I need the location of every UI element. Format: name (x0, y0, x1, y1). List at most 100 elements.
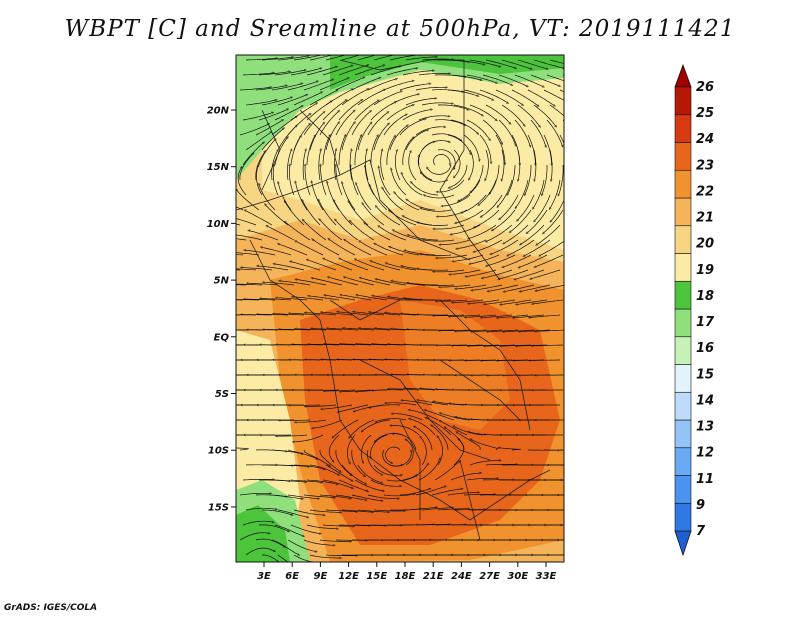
streamline (236, 269, 241, 271)
streamline (236, 284, 247, 286)
streamline (421, 172, 449, 183)
lat-tick-label: 10S (208, 446, 229, 457)
streamline (415, 87, 447, 91)
streamline (236, 252, 260, 256)
streamline (466, 478, 498, 481)
streamline (533, 59, 564, 68)
streamline (482, 269, 513, 278)
map-frame (235, 54, 565, 563)
streamline (466, 74, 497, 83)
streamline (510, 209, 532, 232)
lon-tick-label: 15E (366, 571, 387, 582)
streamline (239, 124, 269, 136)
streamline (436, 299, 468, 301)
streamline (334, 200, 353, 226)
streamline (546, 74, 564, 82)
streamline (516, 179, 529, 208)
streamline (259, 184, 276, 211)
streamline (309, 296, 340, 301)
streamline (463, 89, 493, 100)
streamline (438, 436, 443, 466)
streamline (325, 89, 352, 106)
streamline (337, 312, 369, 316)
streamline (530, 119, 546, 147)
streamline (407, 200, 436, 211)
streamline (287, 494, 319, 499)
streamline (550, 179, 561, 209)
streamline (309, 55, 334, 61)
streamline (433, 269, 465, 272)
streamline (454, 149, 461, 177)
lat-tick-label: 15N (207, 162, 230, 173)
streamline (485, 59, 516, 68)
streamline (471, 439, 499, 451)
streamline (504, 224, 529, 244)
colorbar-label: 26 (696, 80, 714, 95)
streamline (389, 125, 408, 151)
streamline (527, 134, 535, 165)
streamline (258, 524, 289, 532)
streamline (486, 254, 516, 266)
streamline (533, 179, 545, 209)
colorbar-label: 15 (696, 367, 714, 382)
streamline (498, 74, 528, 86)
streamline (536, 285, 564, 291)
streamline (402, 110, 432, 121)
streamline (321, 312, 353, 316)
streamline (418, 223, 449, 226)
colorbar-segment (674, 475, 692, 504)
streamline (517, 104, 540, 127)
streamline (405, 130, 428, 151)
streamline (517, 59, 547, 69)
streamline (469, 59, 500, 67)
streamline (442, 194, 471, 206)
streamline (540, 240, 564, 256)
streamline (277, 56, 309, 61)
streamline (285, 201, 305, 226)
streamline (276, 434, 308, 436)
streamline (399, 84, 430, 91)
streamline (436, 254, 468, 258)
streamline (351, 165, 359, 196)
streamline (549, 149, 552, 181)
streamline (236, 268, 257, 271)
colorbar-segment (674, 225, 692, 254)
streamline (418, 73, 450, 76)
streamline (543, 209, 564, 233)
streamline (418, 524, 450, 525)
lon-tick-label: 6E (285, 571, 299, 582)
colorbar-label: 18 (696, 289, 714, 304)
streamline (508, 165, 516, 195)
streamline (514, 119, 530, 146)
streamline (537, 224, 561, 245)
streamline (376, 279, 407, 286)
streamline (365, 166, 375, 196)
streamline (389, 94, 419, 106)
footer-credit: GrADS: IGES/COLA (4, 603, 98, 613)
streamline (472, 284, 503, 290)
colorbar-label: 14 (696, 393, 714, 408)
streamline (271, 117, 297, 136)
streamline (367, 79, 397, 91)
streamline (274, 106, 302, 121)
streamline (517, 194, 535, 221)
streamline (325, 295, 356, 301)
streamline (532, 345, 564, 346)
streamline (452, 299, 484, 303)
colorbar-label: 23 (696, 158, 714, 173)
streamline (351, 111, 371, 136)
streamline (261, 57, 293, 61)
streamlines (236, 55, 564, 562)
lon-tick-label: 27E (479, 571, 500, 582)
streamline (394, 192, 420, 211)
streamline (527, 89, 555, 106)
streamline (437, 149, 455, 169)
streamline (349, 419, 375, 438)
streamline (338, 479, 368, 491)
streamline (325, 555, 357, 556)
lat-tick-label: 5N (214, 276, 230, 287)
streamline (239, 493, 271, 496)
colorbar-segment (674, 308, 692, 338)
streamline (271, 539, 299, 555)
streamline (453, 254, 484, 261)
